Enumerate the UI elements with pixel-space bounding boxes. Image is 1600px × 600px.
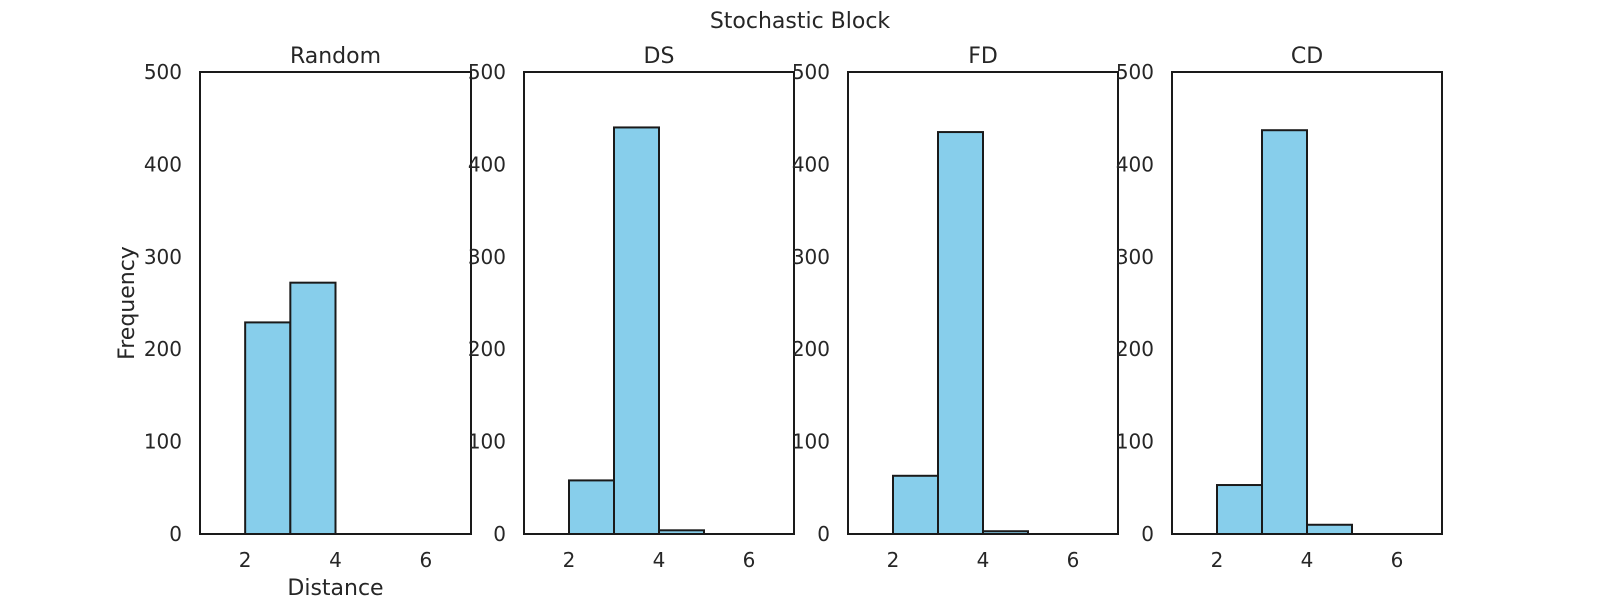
y-tick-label-ds: 0 [493, 522, 506, 546]
x-tick-label-cd: 6 [1391, 548, 1404, 572]
histogram-bar-random-0 [244, 321, 292, 535]
subplot-title-fd: FD [968, 44, 998, 69]
x-tick-label-random: 2 [239, 548, 252, 572]
y-tick-label-ds: 200 [468, 337, 506, 361]
y-tick-label-ds: 100 [468, 430, 506, 454]
y-tick-label-random: 200 [144, 337, 182, 361]
y-tick-label-fd: 500 [792, 60, 830, 84]
y-tick-label-random: 500 [144, 60, 182, 84]
x-tick-label-fd: 6 [1067, 548, 1080, 572]
histogram-bar-ds-1 [613, 126, 660, 535]
x-tick-label-ds: 6 [743, 548, 756, 572]
y-tick-label-random: 300 [144, 245, 182, 269]
x-tick-label-cd: 2 [1211, 548, 1224, 572]
y-tick-label-cd: 100 [1116, 430, 1154, 454]
y-tick-label-random: 100 [144, 430, 182, 454]
y-tick-label-random: 400 [144, 152, 182, 176]
y-tick-label-ds: 300 [468, 245, 506, 269]
y-tick-label-fd: 0 [817, 522, 830, 546]
x-tick-label-cd: 4 [1301, 548, 1314, 572]
y-tick-label-cd: 400 [1116, 152, 1154, 176]
subplot-title-cd: CD [1291, 44, 1323, 69]
histogram-bar-random-1 [289, 281, 337, 535]
y-tick-label-cd: 200 [1116, 337, 1154, 361]
histogram-bar-ds-0 [568, 479, 615, 535]
x-axis-label: Distance [287, 576, 383, 600]
x-tick-label-ds: 4 [653, 548, 666, 572]
y-tick-label-fd: 200 [792, 337, 830, 361]
x-tick-label-fd: 4 [977, 548, 990, 572]
x-tick-label-random: 6 [419, 548, 432, 572]
histogram-bar-fd-0 [892, 474, 939, 535]
histogram-bar-cd-0 [1216, 484, 1263, 536]
x-tick-label-random: 4 [329, 548, 342, 572]
y-axis-label: Frequency [115, 246, 140, 360]
y-tick-label-ds: 400 [468, 152, 506, 176]
subplot-title-random: Random [290, 44, 381, 69]
axes-frame-fd [847, 71, 1119, 535]
subplot-title-ds: DS [644, 44, 675, 69]
y-tick-label-fd: 100 [792, 430, 830, 454]
axes-frame-cd [1171, 71, 1443, 535]
axes-frame-random [199, 71, 472, 535]
histogram-bar-cd-1 [1261, 129, 1308, 535]
axes-frame-ds [523, 71, 795, 535]
y-tick-label-fd: 400 [792, 152, 830, 176]
y-tick-label-cd: 300 [1116, 245, 1154, 269]
y-tick-label-fd: 300 [792, 245, 830, 269]
y-tick-label-cd: 0 [1141, 522, 1154, 546]
y-tick-label-random: 0 [169, 522, 182, 546]
y-tick-label-cd: 500 [1116, 60, 1154, 84]
y-tick-label-ds: 500 [468, 60, 506, 84]
x-tick-label-ds: 2 [563, 548, 576, 572]
histogram-bar-cd-2 [1306, 523, 1353, 536]
histogram-bar-fd-1 [937, 131, 984, 535]
x-tick-label-fd: 2 [887, 548, 900, 572]
figure-suptitle: Stochastic Block [710, 9, 891, 34]
